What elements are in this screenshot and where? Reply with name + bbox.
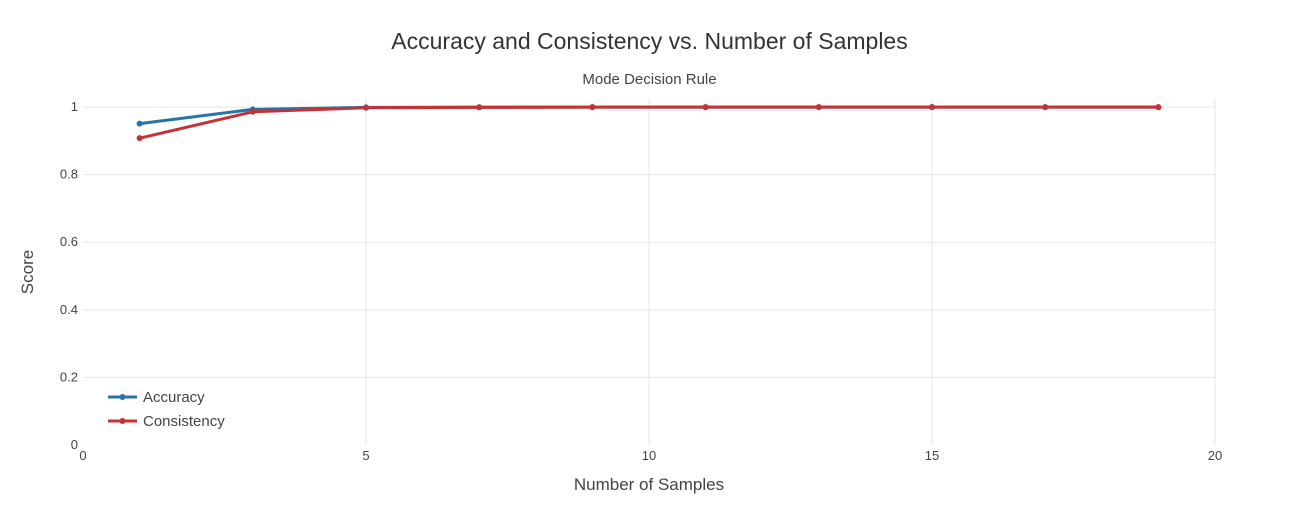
y-tick-label: 0.4 bbox=[60, 302, 78, 317]
consistency-point bbox=[589, 104, 596, 111]
grid-lines bbox=[83, 98, 1216, 445]
accuracy-point bbox=[136, 120, 143, 127]
x-tick-label: 5 bbox=[362, 448, 369, 463]
legend-accuracy-label: Accuracy bbox=[143, 389, 205, 406]
x-tick-label: 0 bbox=[79, 448, 86, 463]
x-tick-label: 10 bbox=[642, 448, 656, 463]
consistency-point bbox=[363, 104, 369, 111]
x-tick-label: 15 bbox=[925, 448, 939, 463]
y-tick-label: 0 bbox=[71, 437, 78, 452]
consistency-point bbox=[815, 104, 822, 111]
chart-subtitle: Mode Decision Rule bbox=[582, 71, 717, 88]
series-lines bbox=[136, 104, 1162, 142]
consistency-point bbox=[702, 104, 709, 111]
y-axis-title: Score bbox=[18, 250, 37, 294]
consistency-point bbox=[1155, 104, 1162, 111]
consistency-point bbox=[136, 135, 143, 142]
y-axis-ticks: 0 0.2 0.4 0.6 0.8 1 bbox=[60, 99, 78, 452]
y-tick-label: 0.8 bbox=[60, 167, 78, 182]
consistency-point bbox=[476, 104, 483, 111]
consistency-line bbox=[139, 105, 1159, 140]
y-tick-label: 0.6 bbox=[60, 234, 78, 249]
x-tick-label: 20 bbox=[1208, 448, 1222, 463]
chart-title: Accuracy and Consistency vs. Number of S… bbox=[391, 28, 908, 54]
y-tick-label: 0.2 bbox=[60, 369, 78, 384]
legend-accuracy-marker bbox=[119, 394, 126, 400]
consistency-point bbox=[1042, 104, 1049, 111]
y-tick-label: 1 bbox=[71, 99, 78, 114]
x-axis-ticks: 0 5 10 15 20 bbox=[79, 448, 1222, 463]
consistency-point bbox=[929, 104, 935, 111]
legend-consistency-label: Consistency bbox=[143, 413, 225, 430]
legend-consistency-marker bbox=[119, 418, 126, 424]
legend: Accuracy Consistency bbox=[108, 389, 225, 430]
x-axis-title: Number of Samples bbox=[574, 475, 724, 494]
consistency-point bbox=[249, 108, 256, 115]
